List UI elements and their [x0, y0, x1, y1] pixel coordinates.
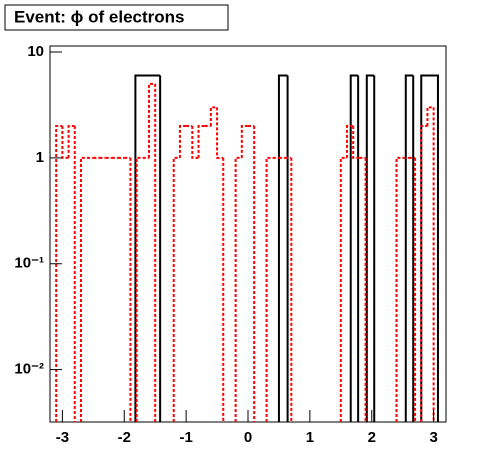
hist-bin: [209, 106, 218, 127]
hist-bin: [352, 126, 360, 159]
hist-bin: [432, 107, 435, 422]
hist-bin: [191, 126, 199, 159]
x-tick-label: -3: [56, 429, 69, 446]
hist-bin: [365, 74, 375, 422]
y-tick-label: 1: [36, 149, 44, 166]
x-tick-label: 1: [306, 429, 314, 446]
hist-bin: [357, 75, 360, 422]
x-tick-label: 2: [368, 429, 376, 446]
x-tick-label: 0: [244, 429, 252, 446]
hist-bin: [216, 107, 224, 159]
hist-bin: [346, 125, 354, 158]
plot-area: [55, 74, 439, 422]
x-tick-label: 3: [429, 429, 437, 446]
hist-bin: [61, 126, 69, 159]
x-tick-label: -2: [118, 429, 131, 446]
hist-bin: [277, 74, 288, 422]
hist-bin: [197, 125, 205, 158]
hist-bin: [420, 125, 428, 422]
hist-bin: [240, 125, 248, 158]
hist-bin: [426, 106, 434, 127]
hist-bin: [55, 125, 63, 422]
hist-bin: [178, 125, 187, 158]
chart-title: Event: ϕ of electrons: [14, 7, 185, 26]
title-box: [4, 4, 229, 31]
hist-bin: [349, 74, 359, 422]
hist-bin: [404, 74, 414, 422]
hist-bin: [286, 75, 289, 422]
x-tick-label: -1: [179, 429, 192, 446]
y-tick-label: 10⁻¹: [14, 255, 44, 272]
hist-bin: [67, 125, 75, 158]
hist-bin: [159, 75, 162, 422]
hist-bin: [412, 75, 415, 422]
hist-bin: [73, 126, 76, 422]
y-tick-label: 10: [27, 43, 44, 60]
hist-bin: [420, 74, 439, 422]
hist-bin: [134, 74, 161, 422]
hist-bin: [373, 75, 376, 422]
hist-bin: [253, 126, 256, 422]
y-tick-label: 10⁻²: [14, 361, 44, 378]
